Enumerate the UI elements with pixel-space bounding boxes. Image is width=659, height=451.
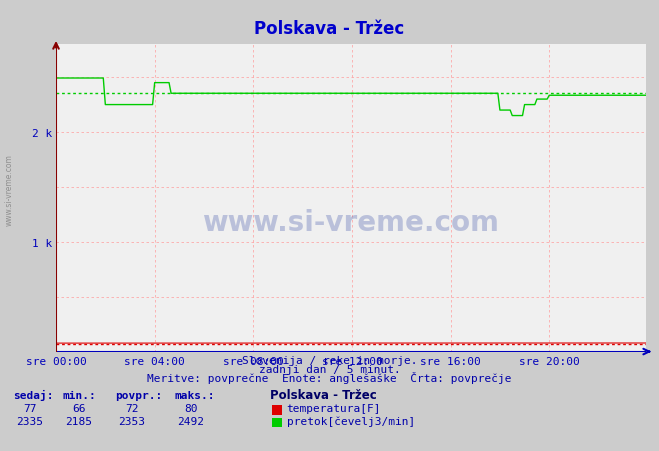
Text: 66: 66 — [72, 403, 86, 413]
Text: Polskava - Tržec: Polskava - Tržec — [270, 388, 377, 401]
Text: 80: 80 — [185, 403, 198, 413]
Text: Meritve: povprečne  Enote: anglešaške  Črta: povprečje: Meritve: povprečne Enote: anglešaške Črt… — [147, 371, 512, 383]
Text: www.si-vreme.com: www.si-vreme.com — [202, 209, 500, 237]
Text: Polskava - Tržec: Polskava - Tržec — [254, 20, 405, 38]
Text: pretok[čevelj3/min]: pretok[čevelj3/min] — [287, 415, 415, 426]
Text: povpr.:: povpr.: — [115, 390, 163, 400]
Text: www.si-vreme.com: www.si-vreme.com — [5, 153, 14, 226]
Text: maks.:: maks.: — [175, 390, 215, 400]
Text: 72: 72 — [125, 403, 138, 413]
Text: temperatura[F]: temperatura[F] — [287, 403, 381, 413]
Text: Slovenija / reke in morje.: Slovenija / reke in morje. — [242, 355, 417, 365]
Text: 2185: 2185 — [66, 416, 92, 426]
Text: sedaj:: sedaj: — [13, 389, 53, 400]
Text: 2353: 2353 — [119, 416, 145, 426]
Text: zadnji dan / 5 minut.: zadnji dan / 5 minut. — [258, 364, 401, 374]
Text: 2335: 2335 — [16, 416, 43, 426]
Text: 2492: 2492 — [178, 416, 204, 426]
Text: min.:: min.: — [63, 390, 96, 400]
Text: 77: 77 — [23, 403, 36, 413]
